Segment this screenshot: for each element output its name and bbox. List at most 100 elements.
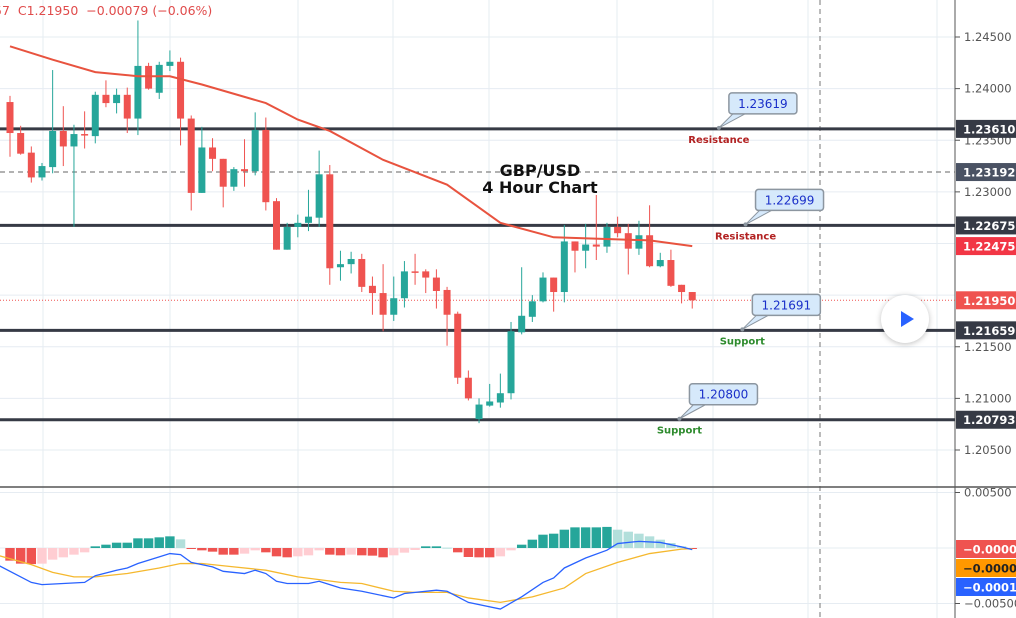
candle-body bbox=[155, 64, 163, 93]
histogram-bar bbox=[101, 544, 111, 548]
candle-body bbox=[656, 260, 664, 267]
candle bbox=[134, 20, 142, 136]
histogram-bar bbox=[154, 537, 164, 548]
histogram-bar bbox=[5, 548, 15, 561]
histogram-bar bbox=[378, 548, 388, 558]
candle-body bbox=[81, 134, 89, 136]
histogram-bar bbox=[495, 548, 506, 557]
histogram-bar bbox=[463, 548, 474, 557]
histogram-bar bbox=[111, 542, 122, 548]
callout-box bbox=[754, 188, 825, 212]
play-button[interactable] bbox=[881, 295, 929, 343]
candle-body bbox=[113, 94, 121, 104]
candle-body bbox=[390, 298, 398, 315]
histogram-bar bbox=[239, 548, 250, 554]
histogram-bar bbox=[143, 538, 154, 548]
histogram-bar bbox=[687, 548, 697, 549]
candle-body bbox=[145, 65, 153, 89]
histogram-bar bbox=[357, 548, 367, 556]
callout-tag: Support bbox=[720, 336, 765, 347]
histogram-bar bbox=[666, 543, 676, 548]
candle bbox=[49, 70, 57, 174]
candle-body bbox=[464, 377, 472, 399]
macd-signal-label: −0.00007 bbox=[963, 562, 1016, 576]
candle-body bbox=[177, 61, 185, 119]
candle-body bbox=[454, 313, 462, 378]
histogram-bar bbox=[218, 548, 228, 555]
price-tick-label: 1.24500 bbox=[964, 30, 1012, 44]
candle bbox=[81, 111, 89, 149]
histogram-bar bbox=[623, 531, 633, 548]
callout-pointer bbox=[741, 314, 769, 330]
last-price-label-bg bbox=[956, 291, 1016, 310]
histogram-bar bbox=[612, 529, 623, 548]
candle bbox=[177, 57, 185, 146]
level-price-label: 1.23610 bbox=[963, 122, 1015, 136]
histogram-bar bbox=[186, 548, 196, 549]
histogram-bar bbox=[453, 548, 463, 553]
candle-body bbox=[262, 129, 270, 203]
level-price-label: 1.21659 bbox=[963, 324, 1015, 338]
candle bbox=[507, 321, 515, 400]
candle-body bbox=[475, 404, 483, 420]
candle-body bbox=[443, 289, 451, 315]
callout-value: 1.23619 bbox=[738, 97, 788, 111]
candle bbox=[336, 250, 344, 281]
candle bbox=[262, 117, 270, 211]
callout-anchor bbox=[743, 222, 748, 227]
candle-body bbox=[326, 174, 334, 269]
histogram-bar bbox=[580, 527, 591, 548]
candle bbox=[59, 106, 67, 167]
candle bbox=[38, 162, 46, 181]
candle bbox=[251, 112, 259, 176]
candle bbox=[539, 272, 547, 303]
histogram-bar bbox=[303, 548, 314, 556]
level-price-label-bg bbox=[956, 216, 1016, 235]
callout-box bbox=[751, 293, 822, 317]
callout-tag: Resistance bbox=[715, 231, 776, 242]
candle bbox=[315, 150, 323, 227]
histogram-bar bbox=[37, 548, 47, 564]
candle-body bbox=[273, 201, 280, 250]
candle bbox=[486, 383, 494, 407]
histogram-bar bbox=[399, 548, 410, 553]
candle bbox=[614, 216, 622, 238]
macd-tick-label: 0.00500 bbox=[964, 486, 1012, 500]
candle-body bbox=[59, 130, 67, 147]
candle bbox=[635, 220, 643, 255]
callout-value: 1.21691 bbox=[762, 298, 812, 312]
chart-title: GBP/USD 4 Hour Chart bbox=[440, 162, 640, 196]
candle-body bbox=[496, 393, 504, 403]
price-tick-label: 1.24000 bbox=[964, 82, 1012, 96]
histogram-bar bbox=[314, 548, 324, 551]
candle-body bbox=[635, 235, 643, 249]
candle-body bbox=[49, 130, 57, 168]
histogram-bar bbox=[207, 548, 218, 552]
candle-body bbox=[198, 147, 206, 193]
candle bbox=[582, 223, 590, 269]
candle-body bbox=[603, 226, 611, 247]
candle-body bbox=[624, 233, 632, 249]
candle-body bbox=[379, 293, 387, 315]
histogram-bar bbox=[90, 546, 100, 548]
candle bbox=[571, 241, 579, 273]
level-price-label-bg bbox=[956, 410, 1016, 429]
callout-box bbox=[728, 92, 798, 115]
callout-anchor bbox=[677, 416, 682, 421]
candle-body bbox=[241, 169, 249, 172]
candle-body bbox=[507, 331, 515, 394]
candle bbox=[209, 138, 217, 172]
callout-tag: Support bbox=[657, 426, 702, 437]
candle bbox=[454, 311, 462, 384]
macd-signal-label-bg bbox=[956, 559, 1016, 577]
candle-body bbox=[422, 271, 430, 278]
level-price-label-bg bbox=[956, 163, 1016, 182]
candle bbox=[379, 264, 387, 332]
signal-line bbox=[0, 548, 693, 604]
callout-anchor bbox=[740, 327, 745, 332]
histogram-bar bbox=[133, 538, 143, 548]
candle-body bbox=[432, 277, 440, 291]
histogram-bar bbox=[229, 548, 239, 555]
